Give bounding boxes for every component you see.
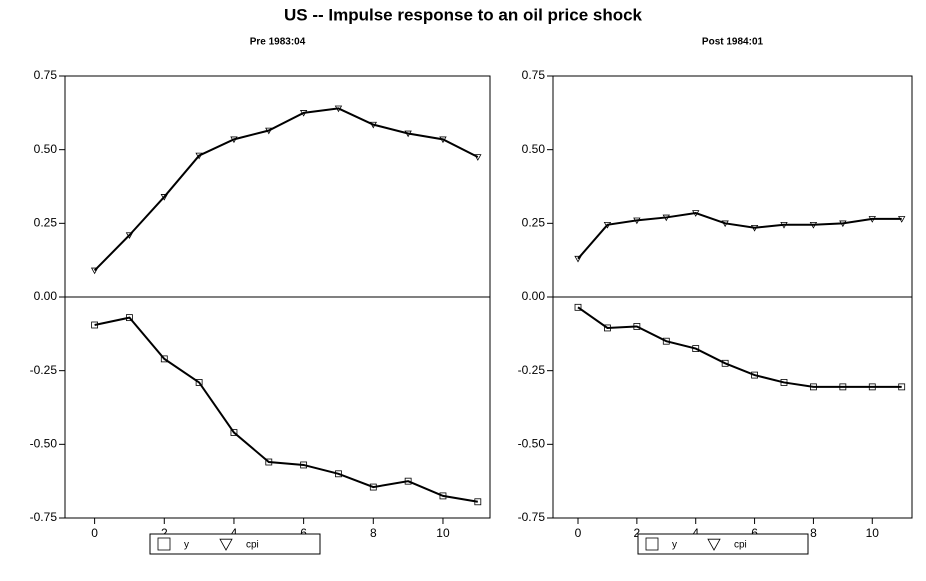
data-point <box>90 267 99 275</box>
data-point <box>574 303 582 311</box>
x-tick-label: 6 <box>751 526 758 540</box>
data-point <box>603 222 612 229</box>
figure-title: US -- Impulse response to an oil price s… <box>284 5 643 24</box>
y-tick-label: -0.25 <box>30 363 58 377</box>
legend-marker <box>157 537 171 551</box>
y-tick-label: 0.00 <box>34 289 58 303</box>
x-tick-label: 0 <box>575 526 582 540</box>
panel-title: Post 1984:01 <box>702 37 764 48</box>
y-tick-label: 0.25 <box>522 216 546 230</box>
series-line <box>577 211 902 260</box>
data-point <box>810 383 817 391</box>
y-tick-label: -0.50 <box>30 437 58 451</box>
data-point <box>633 217 641 225</box>
legend-marker <box>707 538 721 551</box>
y-tick-label: 0.75 <box>34 68 58 82</box>
data-point <box>126 314 133 322</box>
data-point <box>369 121 377 129</box>
data-point <box>868 216 876 223</box>
data-point <box>300 461 308 469</box>
data-point <box>868 383 876 391</box>
x-tick-label: 0 <box>91 526 98 540</box>
legend-box <box>637 533 809 555</box>
x-tick-label: 4 <box>692 526 699 540</box>
data-point <box>898 216 906 223</box>
data-point <box>439 492 447 500</box>
data-point <box>780 222 788 229</box>
x-tick-label: 8 <box>810 526 817 540</box>
x-tick-label: 2 <box>161 526 168 540</box>
data-point <box>91 321 99 329</box>
series-line <box>577 306 902 388</box>
data-point <box>750 224 759 232</box>
data-point <box>230 136 238 144</box>
data-point <box>898 383 906 391</box>
data-point <box>721 359 729 367</box>
y-tick-label: 0.25 <box>34 216 58 230</box>
y-tick-label: -0.75 <box>518 510 546 524</box>
data-point <box>662 214 670 222</box>
panel-title: Pre 1983:04 <box>250 37 306 48</box>
legend-marker <box>645 537 659 551</box>
data-point <box>160 194 168 201</box>
data-point <box>692 345 700 352</box>
data-point <box>721 220 729 228</box>
data-point <box>160 355 168 363</box>
data-point <box>439 136 447 144</box>
data-point <box>230 429 238 436</box>
legend-label: y <box>672 540 677 551</box>
data-point <box>335 470 342 478</box>
data-point <box>662 337 670 345</box>
data-point <box>125 232 134 239</box>
data-point <box>265 458 273 466</box>
y-tick-label: -0.50 <box>518 437 546 451</box>
legend-label: cpi <box>734 540 747 551</box>
y-tick-label: 0.00 <box>522 289 546 303</box>
y-tick-label: -0.25 <box>518 363 546 377</box>
series-line <box>94 316 478 503</box>
data-point <box>633 323 641 330</box>
data-point <box>334 105 343 113</box>
y-tick-label: 0.50 <box>34 142 58 156</box>
data-point <box>404 130 412 138</box>
data-point <box>692 210 700 217</box>
y-tick-label: -0.75 <box>30 510 58 524</box>
legend-label: cpi <box>246 540 259 551</box>
legend-marker <box>219 538 233 551</box>
y-tick-label: 0.50 <box>522 142 546 156</box>
data-point <box>604 324 611 332</box>
data-point <box>474 498 482 506</box>
data-point <box>839 383 847 391</box>
y-tick-label: 0.75 <box>522 68 546 82</box>
data-point <box>195 379 203 386</box>
data-point <box>751 371 758 379</box>
legend-box <box>149 533 321 555</box>
data-point <box>369 483 377 491</box>
x-tick-label: 10 <box>436 526 450 540</box>
x-tick-label: 4 <box>231 526 238 540</box>
data-point <box>809 222 818 229</box>
data-point <box>195 152 203 160</box>
data-point <box>780 379 788 386</box>
x-tick-label: 2 <box>634 526 641 540</box>
legend-label: y <box>184 540 189 551</box>
x-tick-label: 10 <box>866 526 880 540</box>
data-point <box>299 110 308 117</box>
data-point <box>574 255 582 263</box>
data-point <box>474 154 482 161</box>
series-line <box>93 107 479 272</box>
x-tick-label: 6 <box>300 526 307 540</box>
data-point <box>839 220 847 228</box>
data-point <box>404 477 412 485</box>
data-point <box>265 127 273 135</box>
x-tick-label: 8 <box>370 526 377 540</box>
